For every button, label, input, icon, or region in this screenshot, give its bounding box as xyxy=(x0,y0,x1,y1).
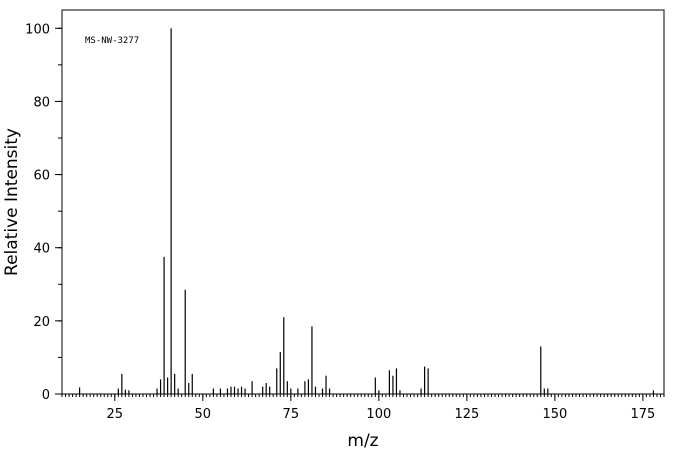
major-ticks xyxy=(55,27,644,401)
y-tick-label: 0 xyxy=(42,388,50,403)
chart-title: MS-NW-3277 xyxy=(85,36,139,46)
x-tick-label: 125 xyxy=(454,407,479,422)
y-tick-label: 80 xyxy=(33,95,50,110)
y-axis-title: Relative Intensity xyxy=(2,128,22,276)
y-tick-label: 40 xyxy=(33,242,50,257)
minor-ticks xyxy=(58,27,665,397)
x-axis-title: m/z xyxy=(347,431,378,451)
x-tick-label: 175 xyxy=(630,407,655,422)
x-tick-label: 100 xyxy=(366,407,391,422)
y-tick-label: 20 xyxy=(33,315,50,330)
y-tick-label: 100 xyxy=(25,22,50,37)
x-tick-label: 50 xyxy=(195,407,212,422)
x-tick-label: 150 xyxy=(542,407,567,422)
x-tick-label: 75 xyxy=(283,407,300,422)
plot-frame xyxy=(61,9,665,395)
y-tick-label: 60 xyxy=(33,169,50,184)
tick-labels: 25 50 75 100 125 150 175 0 20 40 60 80 100 xyxy=(25,22,655,422)
x-tick-label: 25 xyxy=(107,407,124,422)
peaks xyxy=(79,28,655,394)
